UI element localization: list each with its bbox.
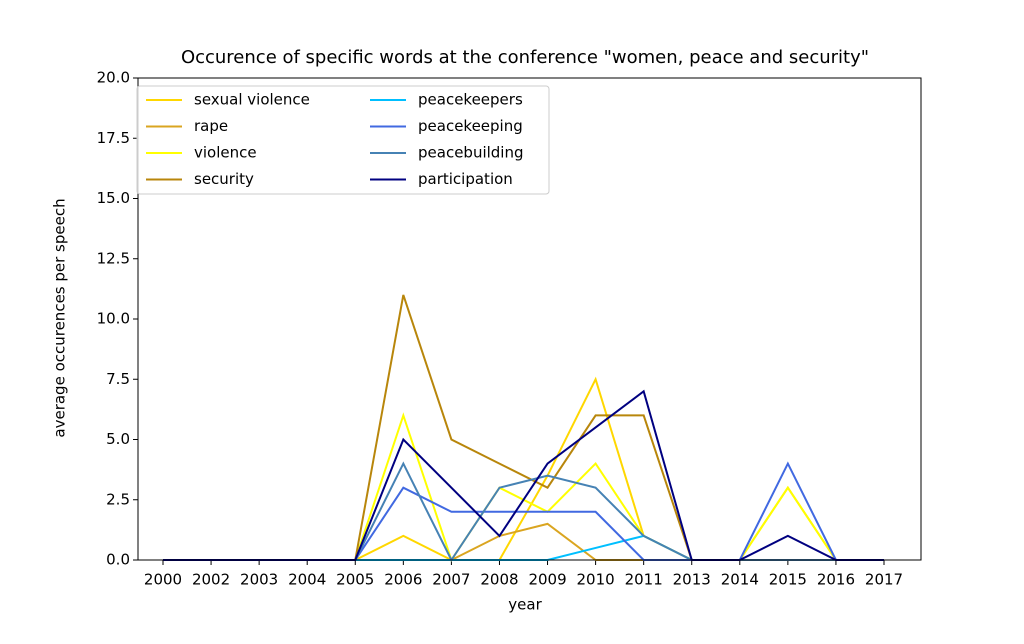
legend-label: peacekeepers bbox=[418, 91, 523, 109]
x-tick-label: 2007 bbox=[432, 571, 470, 589]
chart-title: Occurence of specific words at the confe… bbox=[181, 47, 869, 68]
plot-frame bbox=[137, 77, 922, 561]
legend-label: peacekeeping bbox=[418, 117, 523, 135]
x-tick-label: 2008 bbox=[480, 571, 518, 589]
x-tick-label: 2006 bbox=[384, 571, 422, 589]
y-tick-label: 12.5 bbox=[97, 249, 130, 267]
y-axis-label: average occurences per speech bbox=[51, 198, 69, 437]
legend-label: rape bbox=[194, 117, 228, 135]
x-tick-label: 2014 bbox=[721, 571, 759, 589]
y-tick-label: 2.5 bbox=[106, 490, 130, 508]
x-tick-label: 2010 bbox=[577, 571, 615, 589]
x-tick-label: 2009 bbox=[528, 571, 566, 589]
y-tick-label: 17.5 bbox=[97, 129, 130, 147]
y-tick-label: 15.0 bbox=[97, 189, 130, 207]
x-tick-label: 2013 bbox=[673, 571, 711, 589]
x-tick-label: 2016 bbox=[817, 571, 855, 589]
legend-box bbox=[136, 85, 550, 195]
legend-label: security bbox=[194, 170, 254, 188]
x-tick-label: 2017 bbox=[865, 571, 903, 589]
x-tick-label: 2005 bbox=[336, 571, 374, 589]
y-tick-label: 7.5 bbox=[106, 370, 130, 388]
y-tick-label: 5.0 bbox=[106, 430, 130, 448]
legend-label: violence bbox=[194, 144, 257, 162]
legend-label: peacebuilding bbox=[418, 144, 524, 162]
x-axis-label: year bbox=[508, 596, 542, 614]
x-tick-label: 2003 bbox=[240, 571, 278, 589]
legend-label: sexual violence bbox=[194, 91, 310, 109]
x-tick-label: 2004 bbox=[288, 571, 326, 589]
x-tick-label: 2000 bbox=[144, 571, 182, 589]
legend-label: participation bbox=[418, 170, 513, 188]
y-tick-label: 0.0 bbox=[106, 551, 130, 569]
y-tick-label: 20.0 bbox=[97, 69, 130, 87]
x-tick-label: 2002 bbox=[192, 571, 230, 589]
y-tick-label: 10.0 bbox=[97, 310, 130, 328]
x-tick-label: 2011 bbox=[625, 571, 663, 589]
x-tick-label: 2015 bbox=[769, 571, 807, 589]
